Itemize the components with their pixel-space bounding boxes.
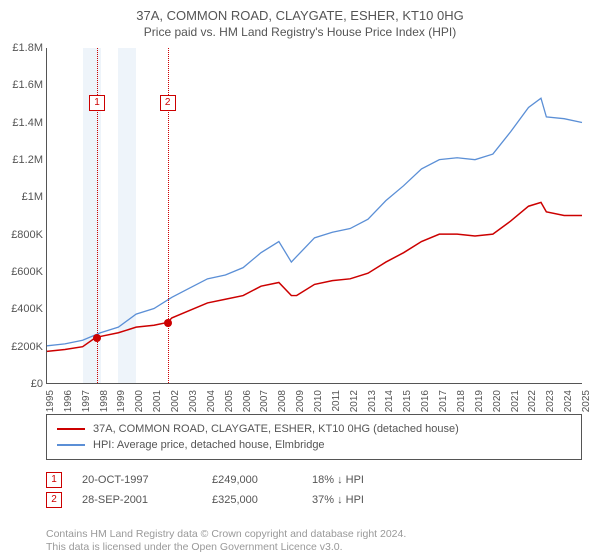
- x-tick-label: 2003: [188, 390, 199, 412]
- footer-attribution: Contains HM Land Registry data © Crown c…: [46, 528, 582, 554]
- transaction-date-1: 20-OCT-1997: [82, 470, 192, 490]
- series-property: [47, 202, 582, 351]
- x-tick-label: 2018: [456, 390, 467, 412]
- footer-line-2: This data is licensed under the Open Gov…: [46, 541, 582, 554]
- x-tick-label: 1998: [99, 390, 110, 412]
- x-tick-label: 2023: [545, 390, 556, 412]
- x-tick-label: 2014: [384, 390, 395, 412]
- x-tick-label: 2013: [367, 390, 378, 412]
- transaction-rows: 1 20-OCT-1997 £249,000 18% ↓ HPI 2 28-SE…: [46, 470, 582, 510]
- x-tick-label: 2020: [492, 390, 503, 412]
- marker-label: 1: [89, 95, 105, 111]
- x-tick-label: 2019: [474, 390, 485, 412]
- transaction-badge-1: 1: [46, 472, 62, 488]
- x-tick-label: 2012: [349, 390, 360, 412]
- x-tick-label: 2004: [206, 390, 217, 412]
- transaction-row-2: 2 28-SEP-2001 £325,000 37% ↓ HPI: [46, 490, 582, 510]
- y-tick-label: £1.4M: [3, 117, 43, 129]
- y-tick-label: £0: [3, 378, 43, 390]
- swatch-property: [57, 428, 85, 430]
- transaction-row-1: 1 20-OCT-1997 £249,000 18% ↓ HPI: [46, 470, 582, 490]
- legend-block: 37A, COMMON ROAD, CLAYGATE, ESHER, KT10 …: [46, 414, 582, 510]
- legend-box: 37A, COMMON ROAD, CLAYGATE, ESHER, KT10 …: [46, 414, 582, 460]
- y-tick-label: £1.2M: [3, 154, 43, 166]
- plot-area: £0£200K£400K£600K£800K£1M£1.2M£1.4M£1.6M…: [46, 48, 582, 384]
- x-tick-label: 2015: [402, 390, 413, 412]
- legend-row-hpi: HPI: Average price, detached house, Elmb…: [57, 437, 571, 453]
- swatch-hpi: [57, 444, 85, 446]
- x-tick-label: 2005: [224, 390, 235, 412]
- marker-label: 2: [160, 95, 176, 111]
- y-tick-label: £600K: [3, 266, 43, 278]
- x-tick-label: 2016: [420, 390, 431, 412]
- x-tick-label: 2002: [170, 390, 181, 412]
- line-series-svg: [47, 48, 582, 383]
- y-tick-label: £1M: [3, 191, 43, 203]
- plot-frame: £0£200K£400K£600K£800K£1M£1.2M£1.4M£1.6M…: [46, 48, 582, 384]
- x-tick-label: 2017: [438, 390, 449, 412]
- x-tick-label: 2001: [152, 390, 163, 412]
- transaction-badge-2: 2: [46, 492, 62, 508]
- legend-row-property: 37A, COMMON ROAD, CLAYGATE, ESHER, KT10 …: [57, 421, 571, 437]
- transaction-pct-1: 18% ↓ HPI: [312, 470, 422, 490]
- x-tick-label: 1997: [81, 390, 92, 412]
- transaction-pct-2: 37% ↓ HPI: [312, 490, 422, 510]
- title-subtitle: Price paid vs. HM Land Registry's House …: [0, 25, 600, 39]
- sale-dot: [93, 334, 101, 342]
- y-tick-label: £200K: [3, 341, 43, 353]
- x-tick-label: 2024: [563, 390, 574, 412]
- sale-dot: [164, 319, 172, 327]
- x-tick-label: 1999: [116, 390, 127, 412]
- x-tick-label: 2006: [242, 390, 253, 412]
- x-tick-label: 1995: [45, 390, 56, 412]
- chart-titles: 37A, COMMON ROAD, CLAYGATE, ESHER, KT10 …: [0, 0, 600, 39]
- y-tick-label: £800K: [3, 229, 43, 241]
- x-tick-label: 2007: [259, 390, 270, 412]
- x-tick-label: 2022: [527, 390, 538, 412]
- series-hpi: [47, 98, 582, 346]
- transaction-price-1: £249,000: [212, 470, 292, 490]
- y-tick-label: £1.8M: [3, 42, 43, 54]
- legend-label-property: 37A, COMMON ROAD, CLAYGATE, ESHER, KT10 …: [93, 421, 459, 437]
- y-tick-label: £1.6M: [3, 79, 43, 91]
- footer-line-1: Contains HM Land Registry data © Crown c…: [46, 528, 582, 541]
- y-tick-label: £400K: [3, 303, 43, 315]
- x-tick-label: 2025: [581, 390, 592, 412]
- x-tick-label: 2011: [331, 390, 342, 412]
- x-tick-label: 2009: [295, 390, 306, 412]
- transaction-price-2: £325,000: [212, 490, 292, 510]
- x-tick-label: 2000: [134, 390, 145, 412]
- x-tick-label: 2008: [277, 390, 288, 412]
- x-tick-label: 2021: [510, 390, 521, 412]
- legend-label-hpi: HPI: Average price, detached house, Elmb…: [93, 437, 325, 453]
- title-address: 37A, COMMON ROAD, CLAYGATE, ESHER, KT10 …: [0, 8, 600, 23]
- x-tick-label: 2010: [313, 390, 324, 412]
- transaction-date-2: 28-SEP-2001: [82, 490, 192, 510]
- x-tick-label: 1996: [63, 390, 74, 412]
- chart-root: 37A, COMMON ROAD, CLAYGATE, ESHER, KT10 …: [0, 0, 600, 560]
